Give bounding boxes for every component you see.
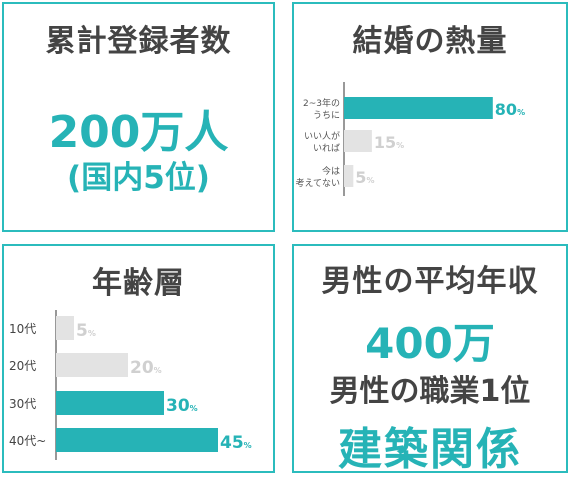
category-label-2-0: 今は [322, 165, 340, 177]
value-label-2: 5% [355, 168, 374, 187]
age-group-chart: 10代 5% 20代 20% 30代 30% 40代~ 45% [9, 310, 252, 460]
bar-2 [344, 165, 354, 187]
total-users-rank: (国内5位) [67, 160, 210, 196]
unit-label-2: % [190, 404, 198, 413]
value-label-2: 30% [166, 396, 198, 416]
unit-label-0: % [517, 108, 525, 117]
bar-1 [56, 353, 128, 377]
unit-label-1: % [154, 366, 162, 375]
unit-label-0: % [88, 329, 96, 338]
value-label-1: 20% [130, 358, 162, 378]
total-users-value: 200万人 [48, 107, 229, 158]
category-label-3: 40代~ [9, 434, 46, 448]
category-label-1-0: いい人が [304, 130, 340, 142]
category-label-0-0: 2~3年の [303, 97, 340, 109]
age-group-card: 年齢層 10代 5% 20代 20% 30代 30% 40代~ 45% [2, 244, 275, 473]
top-job-value: 建築関係 [338, 424, 522, 475]
bar-0 [344, 97, 493, 119]
category-label-2: 30代 [9, 397, 36, 411]
category-label-2-1: 考えてない [295, 178, 340, 189]
total-users-title: 累計登録者数 [45, 24, 232, 59]
income-value: 400万 [365, 319, 495, 368]
total-users-card: 累計登録者数 200万人 (国内5位) [2, 2, 275, 232]
top-job-label: 男性の職業1位 [329, 374, 531, 409]
value-label-1: 15% [374, 133, 404, 152]
value-label-3: 45% [220, 433, 252, 453]
marriage-intent-title: 結婚の熱量 [352, 24, 508, 59]
value-label-0: 80% [495, 100, 525, 119]
category-label-1-1: いれば [313, 143, 340, 154]
bar-3 [56, 428, 218, 452]
marriage-intent-card: 結婚の熱量 2~3年の うちに 80% いい人が いれば 15% 今は 考えてない 5% [292, 2, 568, 232]
category-label-1: 20代 [9, 359, 36, 373]
unit-label-1: % [396, 141, 404, 150]
unit-label-2: % [366, 176, 374, 185]
unit-label-3: % [244, 441, 252, 450]
category-label-0-1: うちに [313, 110, 340, 121]
bar-0 [56, 316, 74, 340]
bar-2 [56, 391, 164, 415]
bar-1 [344, 130, 372, 152]
income-card: 男性の平均年収 400万 男性の職業1位 建築関係 [292, 244, 568, 475]
value-label-0: 5% [76, 321, 96, 341]
age-group-title: 年齢層 [92, 266, 185, 301]
income-title: 男性の平均年収 [321, 264, 539, 299]
category-label-0: 10代 [9, 322, 36, 336]
